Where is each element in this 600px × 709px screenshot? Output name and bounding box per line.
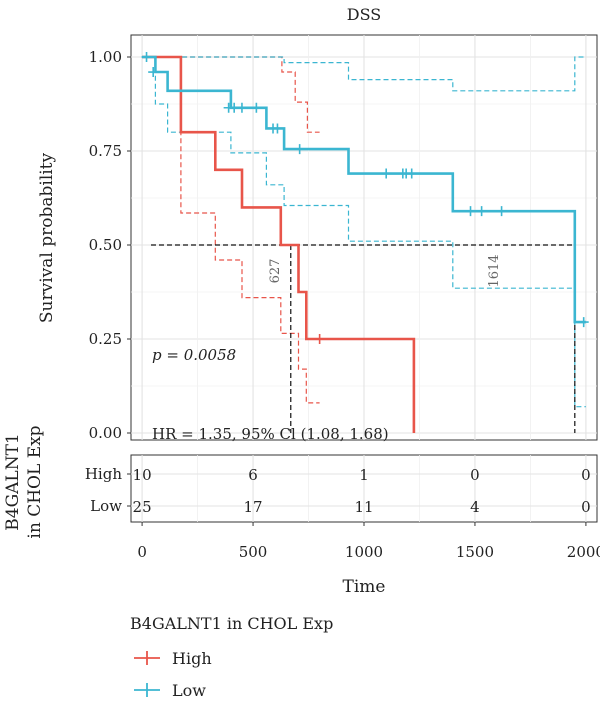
censor-mark-low [578, 317, 589, 328]
survival-plot-panel: 627 1614 [130, 34, 598, 441]
censor-mark-low [141, 52, 152, 62]
y-tick-label: 0.00 [89, 424, 122, 442]
x-axis-title: Time [343, 577, 386, 597]
legend-title: B4GALNT1 in CHOL Exp [130, 614, 333, 633]
x-tick-label: 0 [137, 543, 147, 561]
censor-marks [141, 52, 589, 344]
censor-mark-low [465, 206, 476, 217]
x-tick-label: 1000 [345, 543, 383, 561]
hazard-ratio-label: HR = 1.35, 95% Cl (1.08, 1.68) [152, 425, 389, 443]
risk-count: 11 [354, 498, 373, 516]
risk-count: 0 [581, 498, 591, 516]
legend-entry-label: High [172, 649, 212, 668]
p-value-label: p = 0.0058 [152, 346, 236, 364]
legend-entry-label: Low [172, 681, 206, 700]
risk-count: 25 [133, 498, 152, 516]
x-tick-labels: 0 500 1000 1500 2000 [137, 522, 600, 561]
median-label: 627 [268, 259, 283, 284]
y-tick-labels: 0.00 0.25 0.50 0.75 1.00 [89, 48, 131, 442]
median-lines: 627 1614 [151, 244, 576, 433]
x-tick-label: 500 [239, 543, 268, 561]
censor-mark-low [381, 168, 392, 179]
risk-count: 17 [244, 498, 263, 516]
legend: B4GALNT1 in CHOL Exp High Low [130, 614, 333, 700]
censor-mark-low [476, 206, 487, 217]
legend-entry-low: Low [134, 681, 206, 700]
survival-curve-high [142, 55, 416, 433]
risk-table-ylabel-line1: B4GALNT1 [3, 433, 23, 530]
y-tick-label: 0.50 [89, 236, 122, 254]
risk-row-label: Low [90, 497, 122, 515]
censor-mark-low [251, 102, 262, 113]
censor-mark-low [294, 144, 305, 155]
confidence-intervals [142, 56, 586, 408]
y-tick-label: 1.00 [89, 48, 122, 66]
censor-mark-low [496, 206, 507, 217]
censor-mark-low [236, 102, 247, 113]
risk-table-gridlines [131, 455, 597, 522]
risk-row-label: High [85, 465, 122, 483]
censor-mark-low [272, 123, 283, 134]
ci-upper-low [142, 56, 586, 92]
x-tick-label: 1500 [456, 543, 494, 561]
risk-count: 6 [248, 466, 258, 484]
risk-count: 0 [581, 466, 591, 484]
ci-lower-low [142, 56, 586, 408]
risk-table-ylabel-line2: in CHOL Exp [25, 425, 45, 538]
risk-count: 4 [470, 498, 480, 516]
y-tick-label: 0.75 [89, 142, 122, 160]
ci-lower-high [142, 56, 320, 404]
censor-mark-low [406, 168, 417, 179]
risk-count: 1 [359, 466, 369, 484]
risk-count: 0 [470, 466, 480, 484]
censor-mark-high [314, 334, 325, 344]
y-tick-label: 0.25 [89, 330, 122, 348]
legend-entry-high: High [134, 649, 212, 668]
legend-entries: High Low [134, 649, 212, 700]
ci-upper-high [142, 56, 320, 133]
median-label: 1614 [487, 254, 502, 287]
censor-mark-low [148, 67, 159, 78]
x-tick-label: 2000 [567, 543, 600, 561]
risk-count: 10 [133, 466, 152, 484]
chart-title: DSS [347, 5, 381, 24]
y-axis-title: Survival probability [37, 152, 57, 323]
